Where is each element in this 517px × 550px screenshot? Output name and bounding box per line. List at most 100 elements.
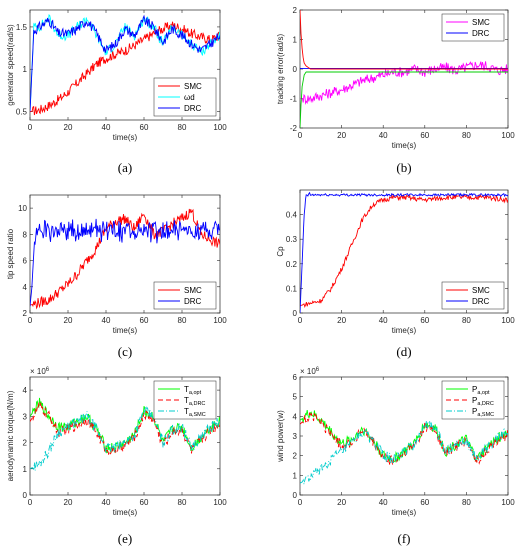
caption: (f) bbox=[398, 531, 411, 546]
legend-label-main: DRC bbox=[184, 297, 202, 306]
series-line-DRC bbox=[30, 218, 220, 307]
series-line-DRC bbox=[300, 191, 508, 313]
chart-e: 0 20 40 60 80 100 0 1 2 3 4 time(s) aerodynamic torq… bbox=[6, 367, 227, 546]
y-axis-label: tip speed ratio bbox=[6, 228, 15, 279]
legend-label-sub: a,opt bbox=[189, 390, 202, 396]
legend-box bbox=[153, 380, 217, 420]
y-tick-label: 2 bbox=[293, 6, 298, 15]
x-tick-label: 80 bbox=[178, 123, 187, 132]
y-tick-label: -1 bbox=[290, 95, 298, 104]
y-axis-label: generator speed(rad/s) bbox=[6, 24, 15, 106]
x-tick-label: 60 bbox=[420, 131, 429, 140]
y-tick-label: 6 bbox=[293, 373, 298, 382]
x-tick-label: 100 bbox=[213, 316, 227, 325]
x-axis-label: time(s) bbox=[113, 326, 138, 335]
series-line-SMC bbox=[30, 208, 220, 310]
y-tick-label: 1 bbox=[23, 65, 28, 74]
y-tick-label: 4 bbox=[293, 412, 298, 421]
legend-label-sub: a,SMC bbox=[477, 412, 494, 418]
legend: SMC DRC bbox=[441, 281, 505, 310]
legend-label-main: DRC bbox=[472, 297, 490, 306]
x-tick-label: 20 bbox=[337, 316, 346, 325]
y-axis-label: aerodynamic torque(N/m) bbox=[6, 390, 15, 481]
x-tick-label: 20 bbox=[64, 498, 73, 507]
x-tick-label: 60 bbox=[420, 316, 429, 325]
y-tick-label: 0 bbox=[293, 491, 298, 500]
y-tick-label: 2 bbox=[23, 439, 28, 448]
y-tick-label: 0 bbox=[23, 491, 28, 500]
legend-box bbox=[441, 380, 505, 420]
x-tick-label: 0 bbox=[298, 131, 303, 140]
legend-label: Pa,DRC bbox=[472, 396, 494, 407]
y-axis-label: tracking error(rad/s) bbox=[276, 34, 285, 105]
y-tick-label: 4 bbox=[23, 386, 28, 395]
series-line-T-a,SMC bbox=[30, 406, 220, 471]
series-line-unlabeled bbox=[300, 10, 508, 70]
x-tick-label: 80 bbox=[462, 131, 471, 140]
legend-label: DRC bbox=[184, 104, 202, 113]
x-tick-label: 40 bbox=[102, 498, 111, 507]
caption: (b) bbox=[396, 160, 411, 175]
legend-label-main: T bbox=[184, 407, 189, 416]
legend-label-sub: a,DRC bbox=[189, 401, 206, 407]
legend: SMC DRC bbox=[153, 281, 217, 310]
legend-label: DRC bbox=[472, 29, 490, 38]
x-tick-label: 80 bbox=[462, 316, 471, 325]
plot-series bbox=[30, 397, 220, 471]
y-axis-label: wind power(w) bbox=[276, 410, 285, 463]
y-tick-label: 2 bbox=[293, 452, 298, 461]
x-tick-label: 100 bbox=[213, 123, 227, 132]
legend-label: DRC bbox=[472, 297, 490, 306]
series-line-SMC bbox=[300, 193, 508, 309]
legend-label-main: SMC bbox=[184, 82, 202, 91]
y-axis-label: Cp bbox=[276, 246, 285, 257]
y-tick-label: 8 bbox=[23, 230, 28, 239]
plot-series bbox=[300, 10, 508, 128]
legend-label: SMC bbox=[472, 286, 490, 295]
y-tick-label: 3 bbox=[23, 412, 28, 421]
x-axis-label: time(s) bbox=[392, 326, 417, 335]
exponent-power: 6 bbox=[316, 367, 320, 373]
x-tick-label: 80 bbox=[178, 316, 187, 325]
legend-box bbox=[441, 13, 505, 42]
y-tick-label: 3 bbox=[293, 432, 298, 441]
x-tick-label: 0 bbox=[28, 498, 33, 507]
x-tick-label: 0 bbox=[28, 316, 33, 325]
exponent-base: × 10 bbox=[300, 367, 316, 376]
caption: (a) bbox=[118, 160, 132, 175]
y-tick-label: 1 bbox=[293, 471, 298, 480]
legend-label: SMC bbox=[472, 18, 490, 27]
x-tick-label: 100 bbox=[501, 498, 515, 507]
legend-label-main: SMC bbox=[184, 286, 202, 295]
series-line-P-a,DRC bbox=[300, 412, 508, 466]
legend-label-main: DRC bbox=[184, 104, 202, 113]
y-tick-label: 1.5 bbox=[16, 23, 28, 32]
exponent-label: × 106 bbox=[30, 367, 50, 376]
legend-label: Ta,DRC bbox=[184, 396, 205, 407]
exponent-label: × 106 bbox=[300, 367, 320, 376]
series-line-T-a,DRC bbox=[30, 400, 220, 458]
y-tick-label: 6 bbox=[23, 257, 28, 266]
plot-series bbox=[30, 14, 220, 116]
x-tick-label: 100 bbox=[501, 131, 515, 140]
legend-label-sub: a,SMC bbox=[189, 412, 206, 418]
x-tick-label: 40 bbox=[379, 131, 388, 140]
y-tick-label: 1 bbox=[23, 465, 28, 474]
y-tick-label: 0 bbox=[293, 65, 298, 74]
legend-label-main: SMC bbox=[472, 18, 490, 27]
y-tick-label: 10 bbox=[18, 204, 27, 213]
y-tick-label: 0.2 bbox=[286, 260, 298, 269]
y-tick-label: 5 bbox=[293, 393, 298, 402]
y-tick-label: 0 bbox=[293, 309, 298, 318]
x-tick-label: 60 bbox=[140, 498, 149, 507]
y-tick-label: 0.1 bbox=[286, 284, 298, 293]
chart-c: 0 20 40 60 80 100 2 4 6 8 10 time(s) tip speed ratio… bbox=[6, 194, 227, 359]
x-tick-label: 20 bbox=[337, 131, 346, 140]
legend-label-main: T bbox=[184, 385, 189, 394]
x-axis-label: time(s) bbox=[113, 508, 138, 517]
x-tick-label: 80 bbox=[462, 498, 471, 507]
legend-label-sub: a,opt bbox=[477, 390, 490, 396]
x-tick-label: 40 bbox=[102, 123, 111, 132]
legend-label-main: DRC bbox=[472, 29, 490, 38]
